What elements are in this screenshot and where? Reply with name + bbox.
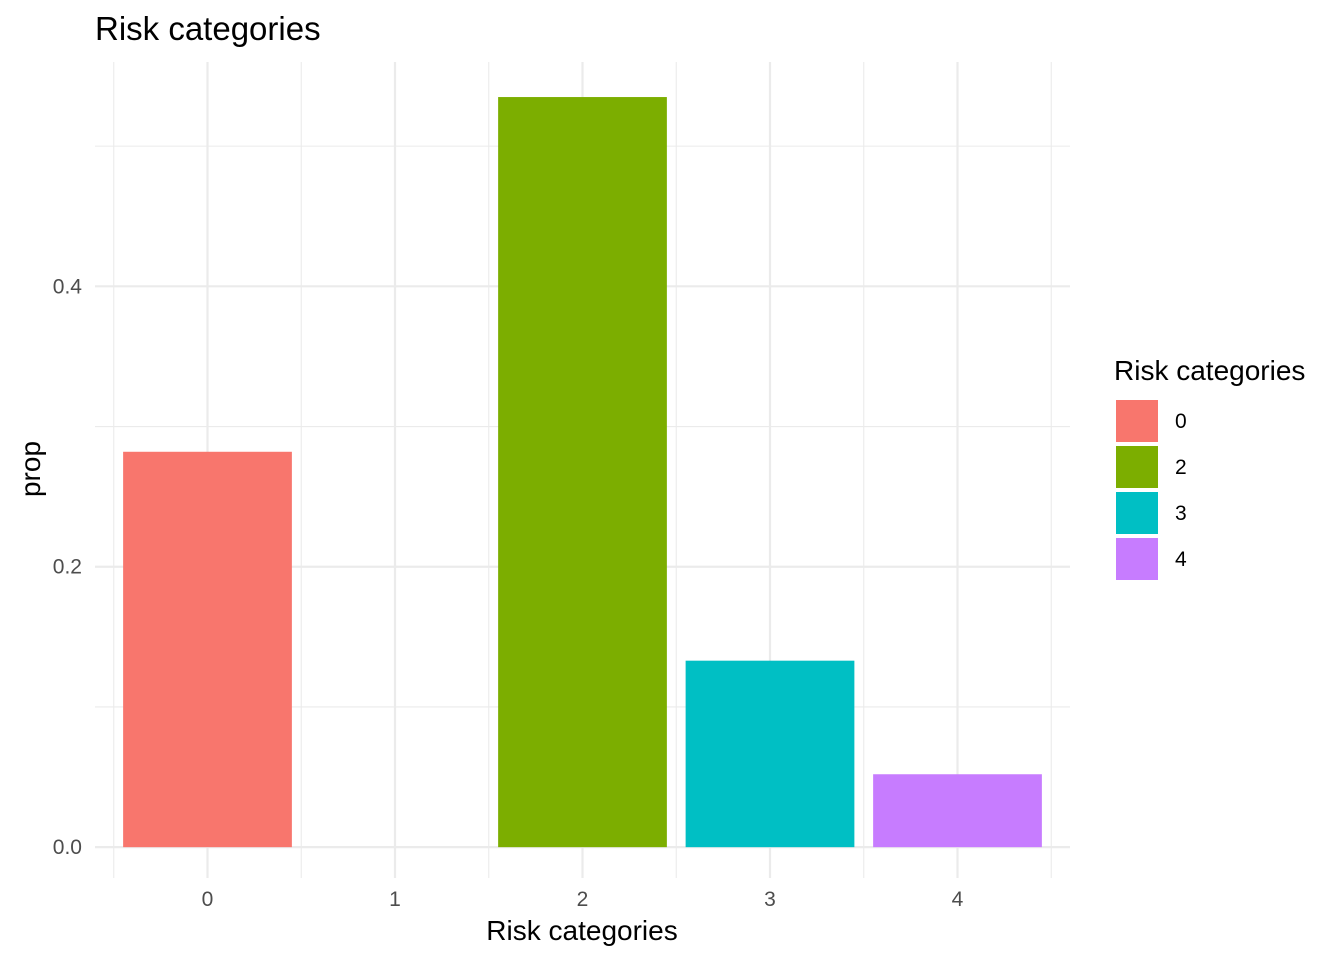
y-tick-label: 0.4 (53, 275, 83, 298)
legend-title: Risk categories (1114, 355, 1305, 386)
y-axis-ticks: 0.0 0.2 0.4 (53, 275, 83, 859)
legend-label: 0 (1175, 410, 1187, 433)
x-axis-ticks: 0 1 2 3 4 (202, 888, 964, 911)
legend: Risk categories 0 2 3 4 (1114, 355, 1305, 580)
bar-4 (873, 774, 1042, 848)
x-tick-label: 4 (952, 888, 964, 911)
legend-label: 4 (1175, 548, 1187, 571)
legend-key-3 (1116, 492, 1158, 534)
legend-key-2 (1116, 446, 1158, 488)
legend-key-0 (1116, 400, 1158, 442)
x-axis-title: Risk categories (486, 915, 677, 946)
bar-2 (498, 97, 667, 848)
legend-label: 3 (1175, 502, 1187, 525)
bar-0 (123, 451, 292, 848)
y-tick-label: 0.0 (53, 836, 82, 859)
bar-3 (685, 660, 855, 848)
y-axis-title: prop (15, 441, 46, 497)
x-tick-label: 1 (389, 888, 401, 911)
legend-items: 0 2 3 4 (1116, 400, 1187, 580)
y-tick-label: 0.2 (53, 556, 82, 579)
x-tick-label: 2 (577, 888, 589, 911)
x-tick-label: 0 (202, 888, 214, 911)
legend-key-4 (1116, 538, 1158, 580)
legend-label: 2 (1175, 456, 1187, 479)
bars (123, 97, 1042, 848)
chart-title: Risk categories (95, 10, 321, 47)
x-tick-label: 3 (764, 888, 776, 911)
